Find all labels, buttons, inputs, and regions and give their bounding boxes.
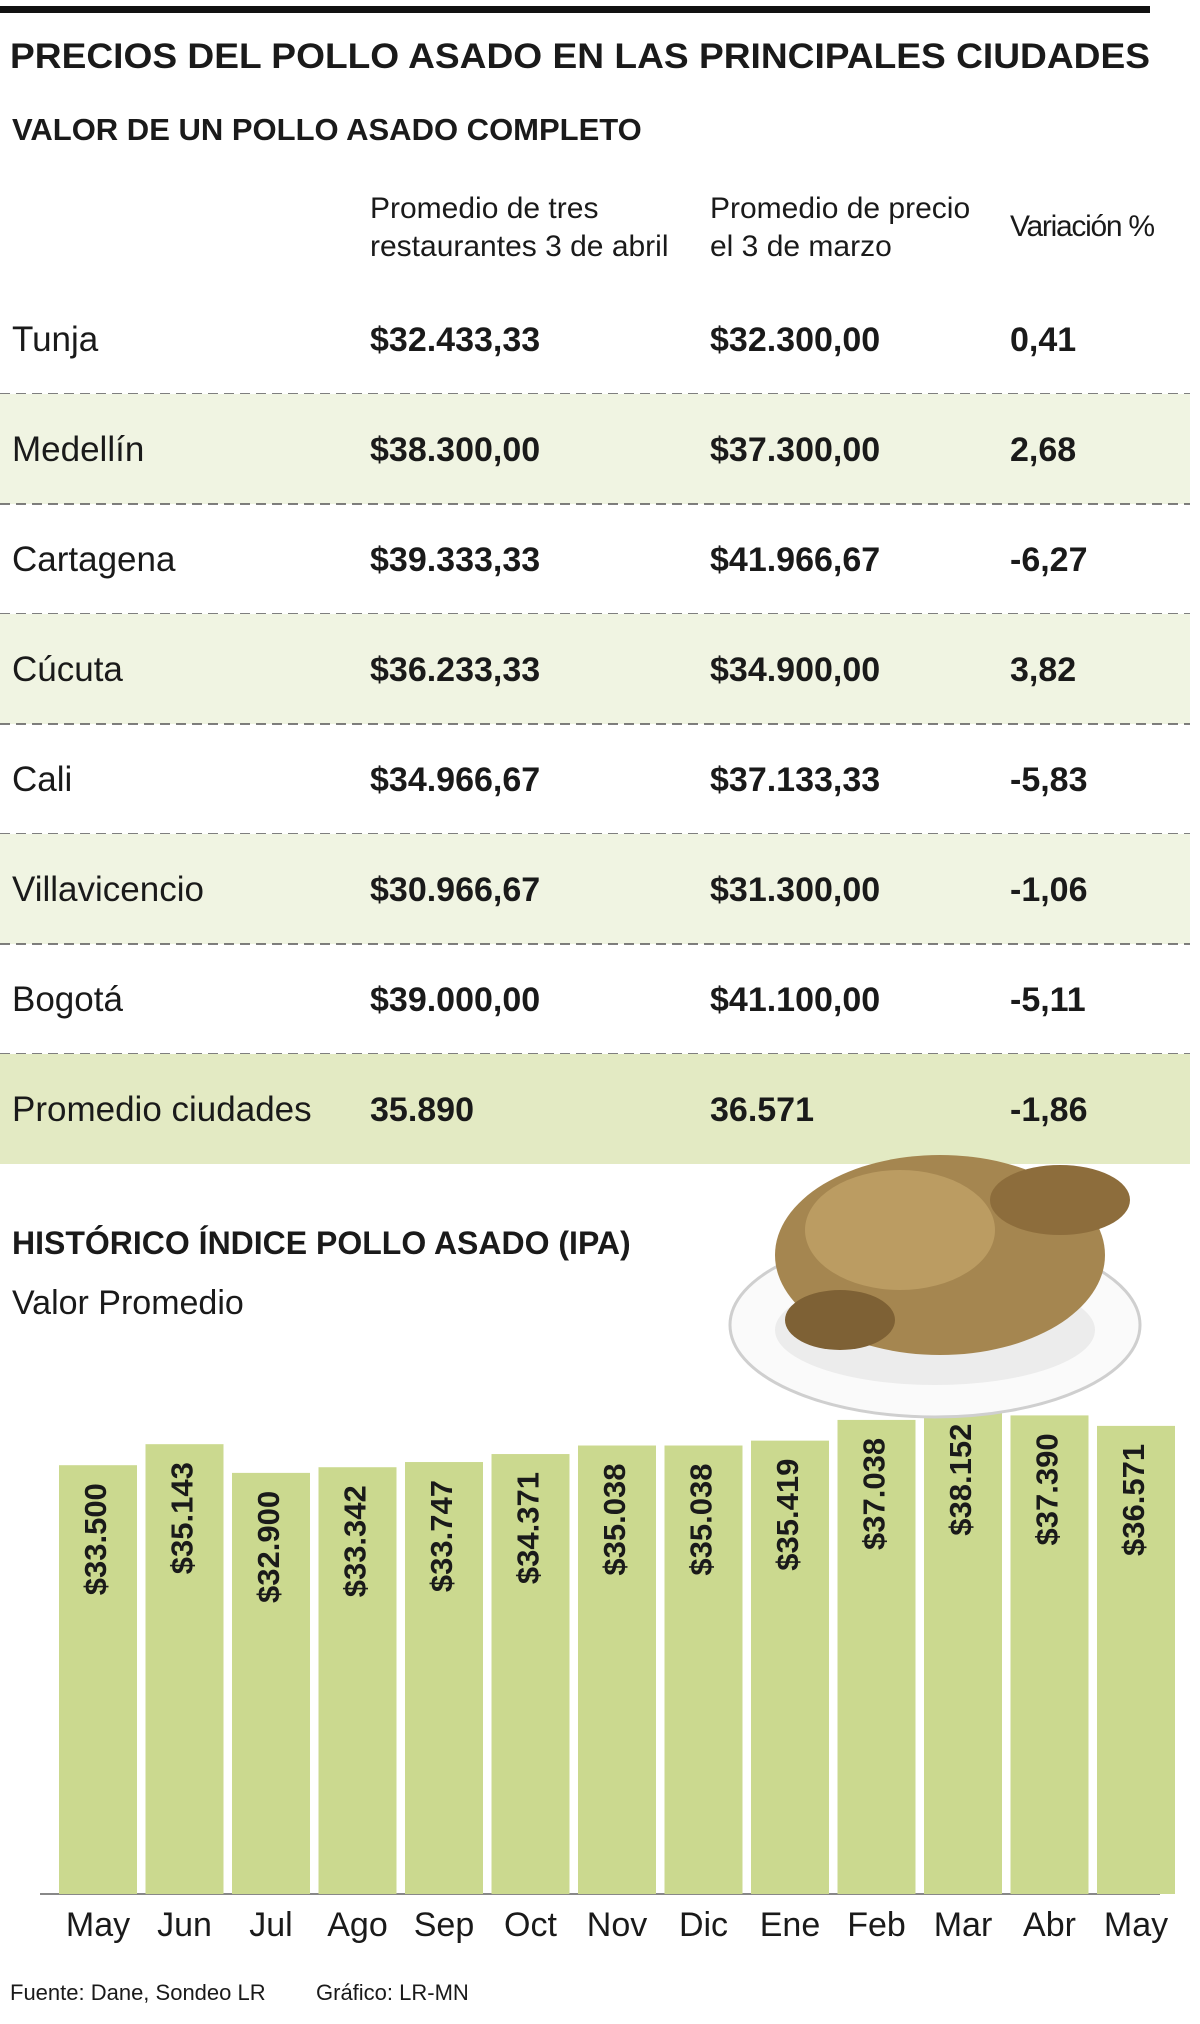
row-label: Cartagena — [12, 540, 176, 579]
column-header: Promedio de tres — [370, 192, 598, 225]
bar — [491, 1454, 570, 1894]
row-label: Villavicencio — [12, 870, 204, 909]
cell: 0,41 — [1010, 321, 1076, 359]
x-tick-label: Jun — [157, 1906, 212, 1944]
x-tick-label: Jul — [249, 1906, 292, 1944]
value-label: $32.900 — [251, 1491, 286, 1603]
x-tick-label: Ene — [760, 1906, 821, 1944]
x-tick-label: Nov — [587, 1906, 647, 1944]
source: Fuente: Dane, Sondeo LR — [10, 1980, 266, 2005]
column-header: Variación % — [1010, 210, 1155, 243]
cell: $39.000,00 — [370, 981, 540, 1019]
x-tick-label: Ago — [327, 1906, 388, 1944]
value-label: $33.500 — [78, 1483, 113, 1595]
title: PRECIOS DEL POLLO ASADO EN LAS PRINCIPAL… — [10, 37, 1150, 76]
x-tick-label: May — [66, 1906, 130, 1944]
cell: 2,68 — [1010, 431, 1076, 469]
value-label: $35.038 — [684, 1464, 719, 1576]
cell: $37.133,33 — [710, 761, 880, 799]
cell: $34.900,00 — [710, 651, 880, 689]
value-label: $35.419 — [770, 1459, 805, 1571]
bar — [1097, 1425, 1175, 1894]
bar — [924, 1405, 1002, 1894]
cell: 3,82 — [1010, 651, 1076, 689]
cell: $41.100,00 — [710, 981, 880, 1019]
credit: Gráfico: LR-MN — [316, 1980, 469, 2005]
bar — [145, 1444, 224, 1894]
chart-title: HISTÓRICO ÍNDICE POLLO ASADO (IPA) — [12, 1225, 631, 1261]
x-tick-label: Feb — [847, 1906, 906, 1944]
cell: $32.433,33 — [370, 321, 540, 359]
cell: $37.300,00 — [710, 431, 880, 469]
x-tick-label: Abr — [1023, 1906, 1076, 1944]
top-rule — [0, 6, 1150, 13]
cell: $34.966,67 — [370, 761, 540, 799]
cell: $41.966,67 — [710, 541, 880, 579]
bar — [751, 1440, 829, 1894]
bar — [405, 1462, 483, 1894]
chicken-illustration — [728, 1155, 1142, 1419]
x-tick-label: Sep — [414, 1906, 475, 1944]
bar — [59, 1465, 137, 1894]
chart-subtitle: Valor Promedio — [12, 1284, 244, 1322]
cell: $32.300,00 — [710, 321, 880, 359]
cell: 36.571 — [710, 1091, 814, 1129]
subtitle: VALOR DE UN POLLO ASADO COMPLETO — [12, 112, 642, 147]
row-label: Promedio ciudades — [12, 1090, 312, 1129]
row-label: Medellín — [12, 430, 144, 469]
bar — [837, 1419, 916, 1894]
value-label: $37.038 — [857, 1438, 892, 1550]
cell: -6,27 — [1010, 541, 1088, 579]
x-tick-label: Mar — [934, 1906, 993, 1944]
value-label: $33.342 — [338, 1485, 373, 1597]
value-label: $37.390 — [1030, 1433, 1065, 1545]
x-tick-label: Dic — [679, 1906, 728, 1944]
column-header: Promedio de precio — [710, 192, 970, 225]
cell: $31.300,00 — [710, 871, 880, 909]
row-bg — [0, 834, 1190, 944]
x-tick-label: Oct — [504, 1906, 557, 1944]
value-label: $35.143 — [165, 1462, 200, 1574]
cell: -1,06 — [1010, 871, 1088, 909]
bar — [1010, 1415, 1089, 1894]
cell: $38.300,00 — [370, 431, 540, 469]
cell: 35.890 — [370, 1091, 474, 1129]
value-label: $38.152 — [943, 1424, 978, 1536]
cell: -5,11 — [1010, 981, 1086, 1019]
row-bg — [0, 614, 1190, 724]
value-label: $34.371 — [511, 1472, 546, 1584]
x-tick-label: May — [1104, 1906, 1168, 1944]
bar — [664, 1445, 743, 1894]
bar — [232, 1472, 310, 1894]
column-header: restaurantes 3 de abril — [370, 230, 669, 263]
total-row-bg — [0, 1054, 1190, 1164]
cell: $36.233,33 — [370, 651, 540, 689]
value-label: $33.747 — [424, 1480, 459, 1592]
column-header: el 3 de marzo — [710, 230, 892, 263]
row-label: Bogotá — [12, 980, 123, 1019]
bar — [318, 1467, 397, 1894]
cell: $30.966,67 — [370, 871, 540, 909]
row-bg — [0, 394, 1190, 504]
row-label: Cúcuta — [12, 650, 123, 689]
cell: -5,83 — [1010, 761, 1088, 799]
cell: -1,86 — [1010, 1091, 1088, 1129]
row-label: Tunja — [12, 320, 99, 359]
cell: $39.333,33 — [370, 541, 540, 579]
row-label: Cali — [12, 760, 72, 799]
value-label: $35.038 — [597, 1464, 632, 1576]
bar — [578, 1445, 656, 1894]
value-label: $36.571 — [1116, 1444, 1151, 1556]
